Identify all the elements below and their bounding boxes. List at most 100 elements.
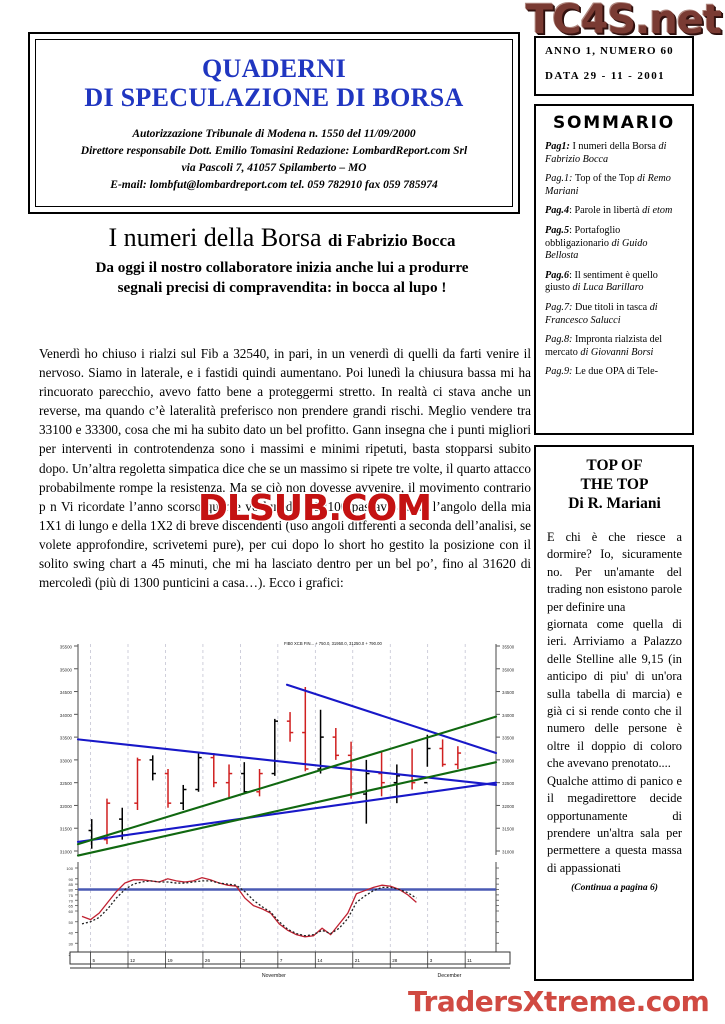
sommario-item-page: Pag.4 xyxy=(545,205,570,217)
sommario-item[interactable]: Pag.4: Parole in libertà di etom xyxy=(545,205,683,218)
article-deck-line2: segnali precisi di compravendita: in boc… xyxy=(117,279,447,296)
xaxis-tick-label: 14 xyxy=(317,958,323,963)
trendline xyxy=(76,715,498,846)
ohlc-bar xyxy=(256,769,263,797)
sommario-item[interactable]: Pag.7: Due titoli in tasca di Francesco … xyxy=(545,302,683,327)
price-ytick-label: 35500 xyxy=(60,645,73,650)
sommario-item-page: Pag.5 xyxy=(545,224,570,236)
sommario-item-page: Pag.8: xyxy=(545,334,573,346)
article-deck: Da oggi il nostro collaboratore inizia a… xyxy=(34,258,530,298)
sommario-item-title: : Parole in libertà xyxy=(569,205,643,217)
xaxis-tick-label: 26 xyxy=(205,958,211,963)
xaxis-tick-label: 19 xyxy=(167,958,173,963)
price-ytick-label: 33000 xyxy=(60,758,73,763)
toptop-paragraph-2: giornata come quella di ieri. Arriviamo … xyxy=(547,617,682,771)
price-ytick-label: 31000 xyxy=(60,850,73,855)
sommario-item-page: Pag.7: xyxy=(545,301,573,313)
sommario-item[interactable]: Pag.9: Le due OPA di Tele- xyxy=(545,366,683,379)
ohlc-bar xyxy=(225,764,233,799)
price-chart-svg: 31000 31000 31500 31500 32000 32000 32500 32500… xyxy=(52,636,522,981)
ohlc-bar xyxy=(439,739,446,767)
ohlc-bar xyxy=(103,798,111,845)
site-logo: TC4S.net xyxy=(525,0,722,43)
xaxis-tick-label: 5 xyxy=(93,958,96,963)
price-ytick-label: 33500 xyxy=(60,736,73,741)
price-ytick-label-right: 33000 xyxy=(502,758,515,763)
xaxis-tick-label: 28 xyxy=(392,958,398,963)
price-ytick-label: 31500 xyxy=(60,827,73,832)
trendline xyxy=(285,683,498,755)
article-deck-line1: Da oggi il nostro collaboratore inizia a… xyxy=(95,259,469,276)
xaxis-month-label: December xyxy=(437,973,461,979)
sommario-item-title: : Il sentiment è quello giusto xyxy=(545,269,658,294)
ohlc-bar xyxy=(454,746,462,769)
article-body-text: Venerdì ho chiuso i rialzi sul Fib a 325… xyxy=(39,346,531,591)
sommario-item-title: : Portafoglio obbligazionario xyxy=(545,224,621,249)
toptop-title: TOP OF THE TOP Di R. Mariani xyxy=(547,456,682,513)
osc-ytick-label: 90 xyxy=(69,877,74,882)
ohlc-bar xyxy=(332,728,340,760)
sommario-item-title: I numeri della Borsa xyxy=(569,141,659,152)
sommario-list: Pag1: I numeri della Borsa di Fabrizio B… xyxy=(545,141,683,379)
tradersxtreme-watermark: TradersXtreme.com xyxy=(407,985,711,1019)
toptop-title-line1: TOP OF xyxy=(586,457,643,474)
sommario-item-author: di Giovanni Borsi xyxy=(580,346,654,358)
sommario-item-author: di Francesco Salucci xyxy=(545,301,658,326)
ohlc-bar xyxy=(134,757,141,810)
osc-ytick-label: 60 xyxy=(69,909,74,914)
issue-date: DATA 29 - 11 - 2001 xyxy=(545,70,665,82)
ohlc-bar xyxy=(271,718,278,776)
price-ytick-label: 34500 xyxy=(60,690,73,695)
price-ytick-label-right: 33500 xyxy=(502,736,515,741)
sommario-item-title: Impronta rialzista del mercato xyxy=(545,334,663,358)
xaxis-tick-label: 12 xyxy=(130,958,136,963)
osc-ytick-label: 85 xyxy=(69,882,74,887)
sommario-item[interactable]: Pag.5: Portafoglio obbligazionario di Gu… xyxy=(545,225,683,263)
issue-info-box: ANNO 1, NUMERO 60 DATA 29 - 11 - 2001 xyxy=(534,36,694,96)
xaxis-strip xyxy=(69,951,511,965)
sommario-item[interactable]: Pag1: I numeri della Borsa di Fabrizio B… xyxy=(545,141,683,166)
toptop-box: TOP OF THE TOP Di R. Mariani E chi è che… xyxy=(534,445,694,981)
article-byline: di Fabrizio Bocca xyxy=(328,231,456,250)
toptop-body: E chi è che riesce a dormire? Io, sicura… xyxy=(547,529,682,877)
publication-imprint: Autorizzazione Tribunale di Modena n. 15… xyxy=(36,126,512,194)
osc-ytick-label: 100 xyxy=(66,866,73,871)
sommario-item-author: di Guido Bellosta xyxy=(545,237,648,262)
xaxis-tick-label: 7 xyxy=(280,958,283,963)
sommario-item-title: Top of the Top xyxy=(572,173,638,185)
sommario-item-author: di Remo Mariani xyxy=(545,173,671,197)
sommario-item-page: Pag.9: xyxy=(545,366,573,378)
trendline xyxy=(76,781,498,843)
ohlc-bar xyxy=(317,709,324,774)
xaxis-tick-label: 3 xyxy=(430,958,433,963)
dlsub-watermark: DLSUB.COM xyxy=(197,487,434,530)
price-ytick-label: 32500 xyxy=(60,781,73,786)
price-ytick-label-right: 32000 xyxy=(502,804,515,809)
sommario-item-title: Due titoli in tasca xyxy=(572,301,650,313)
sommario-item[interactable]: Pag.8: Impronta rialzista del mercato di… xyxy=(545,334,683,359)
osc-ytick-label: 80 xyxy=(69,888,74,893)
ohlc-bar xyxy=(195,753,202,792)
osc-ytick-label: 50 xyxy=(69,920,74,925)
sommario-item-page: Pag.6 xyxy=(545,269,570,281)
sommario-item-author: di Fabrizio Bocca xyxy=(545,141,667,165)
article-title: I numeri della Borsa di Fabrizio Bocca xyxy=(34,222,530,257)
price-ytick-label-right: 34500 xyxy=(502,690,515,695)
article-title-text: I numeri della Borsa xyxy=(108,223,328,252)
sommario-item-author: di Luca Barillaro xyxy=(572,282,644,294)
toptop-paragraph-3: Qualche attimo di panico e il megadirett… xyxy=(547,773,682,875)
oscillator-series xyxy=(81,877,417,938)
dlsub-watermark-text: DLSUB.COM xyxy=(197,487,434,530)
ohlc-bar xyxy=(180,784,187,810)
imprint-contact: E-mail: lombfut@lombardreport.com tel. 0… xyxy=(110,179,438,191)
sommario-box: SOMMARIO Pag1: I numeri della Borsa di F… xyxy=(534,104,694,435)
osc-ytick-label: 65 xyxy=(69,904,74,909)
price-ytick-label: 32000 xyxy=(60,804,73,809)
sommario-item[interactable]: Pag.1: Top of the Top di Remo Mariani xyxy=(545,173,683,198)
xaxis-tick-label: 11 xyxy=(467,958,472,963)
chart-title: FIB0 XCB FIN... + 750.0, 31950.0, 31250.… xyxy=(284,641,382,646)
article-body: Venerdì ho chiuso i rialzi sul Fib a 325… xyxy=(39,344,531,592)
price-ytick-label-right: 31000 xyxy=(502,850,515,855)
tradersxtreme-watermark-text: TradersXtreme.com xyxy=(407,985,711,1019)
sommario-item[interactable]: Pag.6: Il sentiment è quello giusto di L… xyxy=(545,270,683,295)
